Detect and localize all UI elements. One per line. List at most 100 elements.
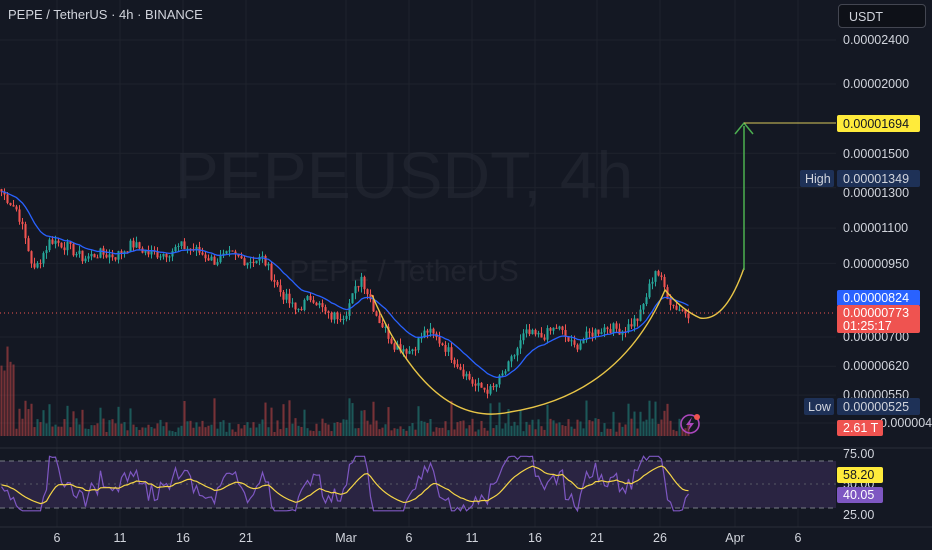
volume-bar xyxy=(108,420,111,436)
candle-body xyxy=(183,241,186,250)
candle-body xyxy=(411,349,414,352)
candle-body xyxy=(150,250,153,255)
candle-body xyxy=(513,355,516,357)
candle-body xyxy=(273,279,276,282)
symbol-header[interactable]: PEPE / TetherUS · 4h · BINANCE xyxy=(8,7,203,22)
volume-bar xyxy=(360,410,363,436)
candle-body xyxy=(639,309,642,321)
candle-body xyxy=(180,241,183,246)
volume-bar xyxy=(672,429,675,436)
volume-bar xyxy=(81,409,84,436)
volume-bar xyxy=(411,423,414,436)
candle-body xyxy=(36,263,39,268)
candle-body xyxy=(393,343,396,350)
volume-bar xyxy=(546,404,549,436)
candle-body xyxy=(651,281,654,284)
volume-bar xyxy=(456,422,459,436)
candle-body xyxy=(186,248,189,250)
candle-body xyxy=(429,328,432,333)
volume-bar xyxy=(468,425,471,436)
candle-body xyxy=(108,254,111,258)
candle-body xyxy=(477,382,480,386)
high-price-tag: High 0.00001349 xyxy=(800,170,920,187)
candle-body xyxy=(174,246,177,252)
cup-arc-drawing[interactable] xyxy=(371,267,745,415)
volume-bar xyxy=(333,422,336,436)
candle-body xyxy=(243,258,246,266)
candle-body xyxy=(423,330,426,338)
svg-text:High: High xyxy=(805,172,831,186)
volume-bar xyxy=(294,418,297,436)
volume-bar xyxy=(507,409,510,436)
volume-bar xyxy=(423,421,426,436)
volume-bar xyxy=(51,426,54,436)
candle-body xyxy=(18,209,21,222)
candle-body xyxy=(276,281,279,286)
candle-body xyxy=(45,250,48,254)
volume-bar xyxy=(615,431,618,436)
candle-body xyxy=(486,389,489,394)
volume-bar xyxy=(249,427,252,436)
volume-bar xyxy=(486,430,489,436)
volume-bar xyxy=(441,427,444,436)
volume-bar xyxy=(510,425,513,436)
volume-bar xyxy=(534,429,537,436)
rsi-band xyxy=(0,461,836,508)
volume-bar xyxy=(198,426,201,436)
volume-bar xyxy=(558,422,561,436)
candle-body xyxy=(312,300,315,303)
volume-bar xyxy=(597,419,600,436)
volume-bar xyxy=(231,429,234,436)
volume-bar xyxy=(636,428,639,436)
volume-bar xyxy=(96,423,99,436)
time-axis[interactable]: 6 11 16 21 Mar 6 11 16 21 26 Apr 6 xyxy=(54,531,802,545)
volume-bar xyxy=(591,421,594,436)
candle-body xyxy=(129,240,132,253)
volume-bar xyxy=(54,424,57,436)
time-tick: 6 xyxy=(406,531,413,545)
rsi-axis: 75.00 50.00 25.00 58.20 40.05 xyxy=(837,447,883,522)
volume-bar xyxy=(15,428,18,436)
volume-bar xyxy=(147,424,150,436)
candle-body xyxy=(498,375,501,385)
candle-body xyxy=(294,302,297,310)
volume-bar xyxy=(432,431,435,436)
candle-body xyxy=(576,344,579,350)
lightning-icon[interactable] xyxy=(680,414,700,434)
candle-body xyxy=(309,296,312,301)
candle-body xyxy=(15,206,18,210)
rsi-tag xyxy=(837,487,883,503)
volume-bar xyxy=(288,400,291,436)
volume-bar xyxy=(498,402,501,436)
volume-bar xyxy=(429,418,432,436)
volume-bar xyxy=(408,426,411,436)
candle-body xyxy=(93,254,96,258)
volume-bar xyxy=(12,364,15,436)
volume-bar xyxy=(306,428,309,436)
candle-body xyxy=(495,384,498,388)
candle-body xyxy=(213,256,216,265)
candle-body xyxy=(297,308,300,310)
volume-bar xyxy=(618,422,621,436)
volume-bar xyxy=(345,419,348,436)
currency-button[interactable]: USDT xyxy=(838,4,926,28)
candle-body xyxy=(510,356,513,362)
candle-body xyxy=(204,254,207,259)
volume-bar xyxy=(315,423,318,436)
candle-body xyxy=(381,323,384,328)
volume-bar xyxy=(450,400,453,436)
volume-bar xyxy=(252,422,255,436)
candle-body xyxy=(135,242,138,248)
volume-bar xyxy=(78,424,81,436)
volume-bar xyxy=(543,429,546,436)
candle-body xyxy=(372,299,375,312)
volume-bar xyxy=(138,429,141,436)
volume-bar xyxy=(588,420,591,436)
candle-body xyxy=(402,349,405,352)
candle-body xyxy=(636,318,639,321)
price-tick: 0.00000620 xyxy=(843,359,909,373)
candle-body xyxy=(492,386,495,388)
volume-tag: 2.61 T xyxy=(837,420,883,436)
candle-body xyxy=(585,331,588,340)
